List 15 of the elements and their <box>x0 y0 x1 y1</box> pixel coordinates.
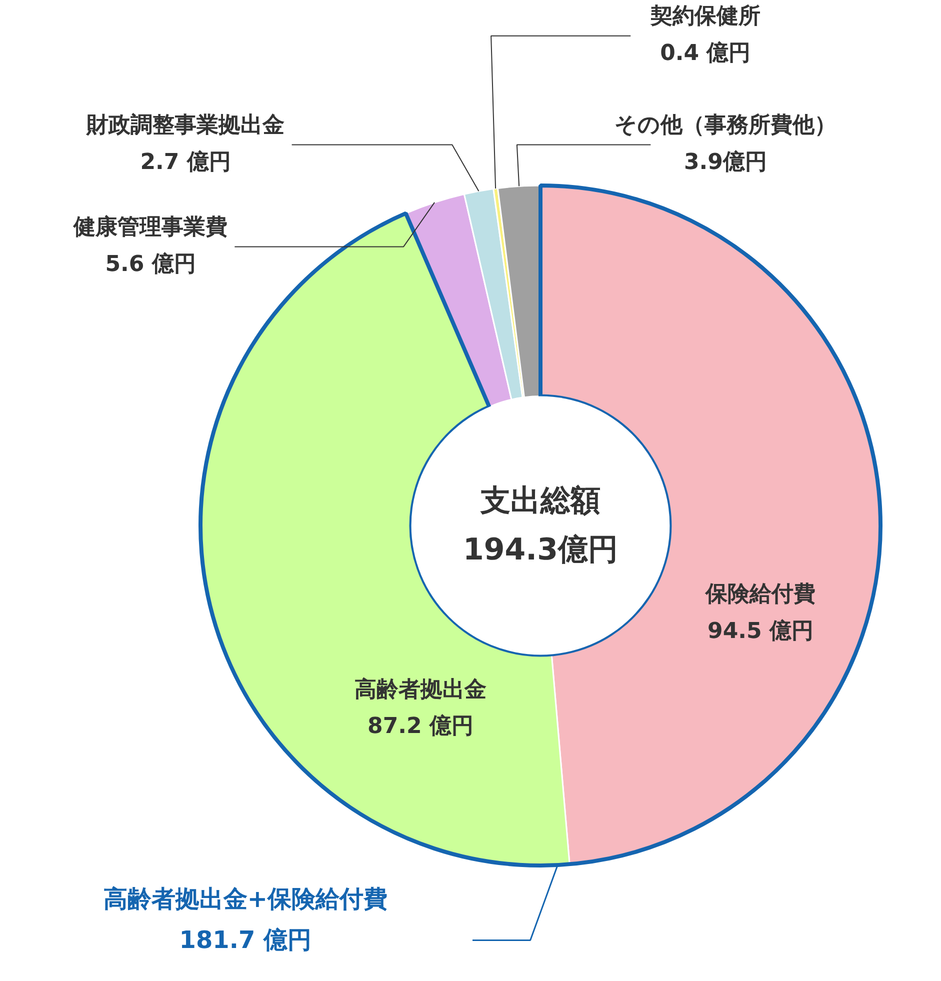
slice-label: 高齢者拠出金 <box>354 676 486 702</box>
slice-label: 契約保健所 <box>649 4 760 30</box>
data-label: 87.2 億円 <box>368 714 474 740</box>
data-label: 0.4 億円 <box>660 41 751 66</box>
text: 194.3億円 <box>463 532 618 568</box>
data-label: 2.7 億円 <box>140 150 231 175</box>
slice-label: 健康管理事業費 <box>72 214 228 240</box>
text: 支出総額 <box>480 484 600 519</box>
text: 高齢者拠出金+保険給付費 181.7 億円 <box>103 885 388 954</box>
slice-label: 財政調整事業拠出金 <box>86 112 285 138</box>
data-label: 3.9億円 <box>684 150 767 175</box>
data-label: 5.6 億円 <box>105 252 196 277</box>
slice-label: 保険給付費 <box>704 582 816 608</box>
data-label: 94.5 億円 <box>708 619 814 644</box>
slice-label: その他（事務所費他） <box>614 112 836 138</box>
